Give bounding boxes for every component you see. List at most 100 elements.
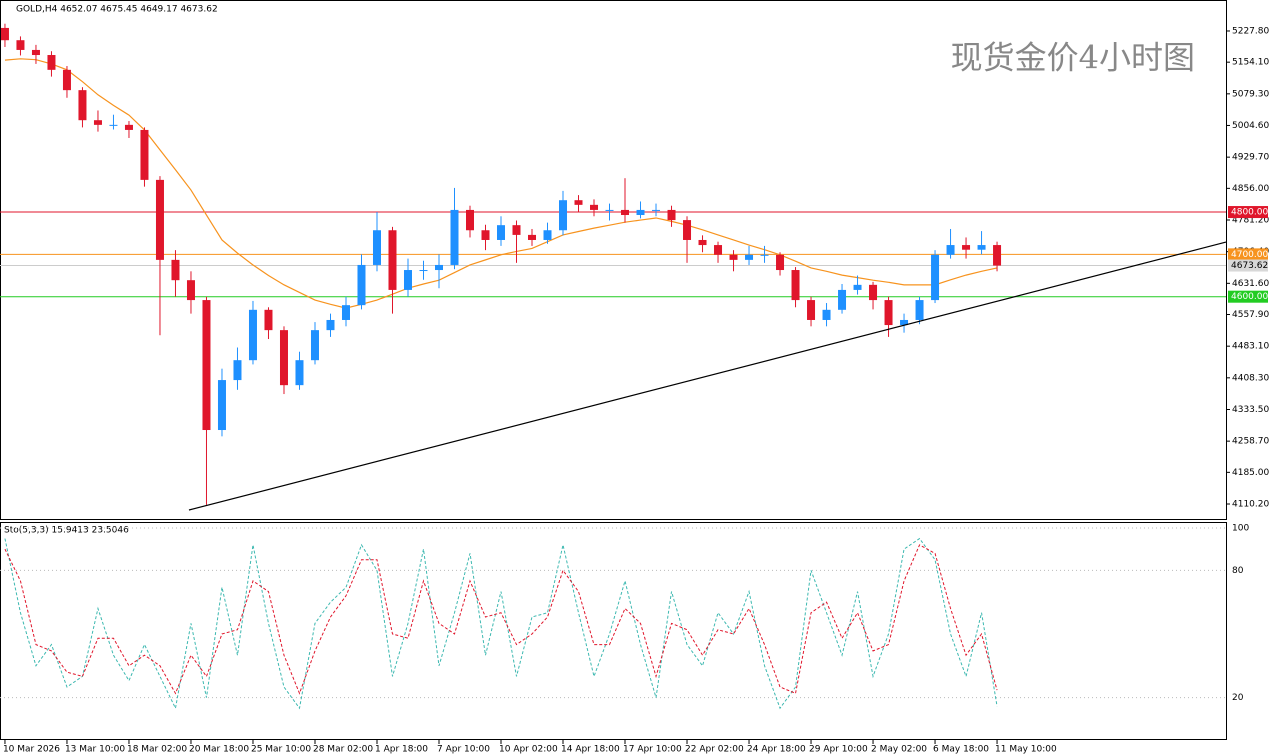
candle-body: [78, 90, 87, 121]
candle-body: [279, 330, 288, 386]
y-tick-label: 4856.00: [1232, 184, 1269, 194]
candle-body: [264, 309, 273, 331]
x-tick-label: 17 Apr 10:00: [623, 745, 682, 755]
candle-body: [884, 300, 893, 326]
y-tick-label: 4483.10: [1232, 342, 1269, 352]
stoch-line: [4, 537, 998, 710]
x-tick-label: 1 Apr 18:00: [375, 745, 428, 755]
y-tick-label: 5004.60: [1232, 121, 1269, 131]
candle-body: [450, 209, 459, 265]
candle-body: [667, 209, 676, 221]
candle-body: [528, 234, 537, 240]
candle-body: [140, 129, 149, 180]
x-tick-label: 24 Apr 18:00: [747, 745, 806, 755]
level-label: 4800.00: [1231, 208, 1268, 218]
candle-body: [869, 284, 878, 301]
price-label-bg: [1228, 259, 1268, 272]
y-tick-label: 5227.80: [1232, 26, 1269, 36]
candle-body: [621, 209, 630, 216]
x-tick-label: 13 Mar 10:00: [65, 745, 125, 755]
y-tick-label: 4781.20: [1232, 216, 1269, 226]
candle-body: [853, 284, 862, 290]
candle-body: [155, 179, 164, 260]
x-tick-label: 6 May 18:00: [933, 745, 989, 755]
candle-body: [93, 120, 102, 125]
candle-body: [574, 200, 583, 205]
y-tick-label: 4333.50: [1232, 405, 1269, 415]
candle-body: [16, 40, 25, 50]
candle-body: [481, 230, 490, 240]
y-tick-label: 4110.20: [1232, 500, 1269, 510]
ma-line: [4, 58, 998, 309]
candle-body: [357, 264, 366, 306]
level-label-bg: [1228, 248, 1268, 261]
x-tick-label: 22 Apr 02:00: [685, 745, 744, 755]
candle-body: [559, 200, 568, 231]
y-tick-label: 4258.70: [1232, 437, 1269, 447]
candle-body: [403, 270, 412, 290]
x-tick-label: 10 Mar 2026: [3, 745, 60, 755]
candle-body: [0, 27, 9, 41]
candle-body: [109, 124, 118, 126]
main-panel: [0, 0, 1227, 520]
candle-body: [590, 204, 599, 210]
candle-body: [652, 209, 661, 211]
candle-body: [698, 239, 707, 246]
x-tick-label: 20 Mar 18:00: [189, 745, 249, 755]
stoch-title: Sto(5,3,3) 15.9413 23.5046: [4, 526, 129, 536]
chart-title: GOLD,H4 4652.07 4675.45 4649.17 4673.62: [16, 5, 218, 15]
candle-body: [977, 245, 986, 250]
candle-body: [946, 245, 955, 255]
x-tick-label: 25 Mar 10:00: [251, 745, 311, 755]
candle-body: [124, 124, 133, 130]
candle-body: [729, 254, 738, 260]
candle-body: [993, 245, 1002, 266]
candle-body: [295, 360, 304, 386]
level-label: 4700.00: [1231, 250, 1268, 260]
candle-body: [434, 264, 443, 271]
candle-body: [683, 220, 692, 240]
candle-body: [714, 245, 723, 255]
trendline: [188, 241, 1227, 511]
candle-body: [248, 309, 257, 361]
candle-body: [745, 254, 754, 260]
y-tick-label: 4631.60: [1232, 279, 1269, 289]
candle-body: [931, 254, 940, 301]
y-tick-label: 100: [1232, 523, 1249, 533]
x-tick-label: 18 Mar 02:00: [127, 745, 187, 755]
candle-body: [791, 270, 800, 301]
candle-body: [636, 209, 645, 216]
candle-body: [310, 330, 319, 361]
candle-body: [915, 300, 924, 320]
candle-body: [497, 225, 506, 240]
candle-body: [372, 230, 381, 265]
level-label-bg: [1228, 290, 1268, 303]
candle-body: [962, 245, 971, 250]
y-tick-label: 4185.00: [1232, 468, 1269, 478]
stoch-panel: [0, 522, 1227, 740]
x-tick-label: 2 May 02:00: [871, 745, 927, 755]
candle-body: [326, 319, 335, 331]
y-tick-label: 4408.30: [1232, 373, 1269, 383]
candle-body: [171, 259, 180, 281]
price-label: 4673.62: [1231, 261, 1268, 271]
watermark: 现货金价4小时图: [951, 39, 1195, 77]
candle-body: [341, 305, 350, 320]
x-tick-label: 28 Mar 02:00: [313, 745, 373, 755]
y-tick-label: 4557.90: [1232, 310, 1269, 320]
candle-body: [419, 270, 428, 272]
candle-body: [605, 209, 614, 211]
y-tick-label: 80: [1232, 566, 1244, 576]
candle-body: [900, 319, 909, 326]
candle-body: [62, 69, 71, 91]
candle-body: [807, 300, 816, 320]
stoch-line: [4, 544, 998, 695]
candle-body: [776, 254, 785, 271]
level-label: 4600.00: [1231, 292, 1268, 302]
candle-body: [822, 309, 831, 320]
level-label-bg: [1228, 206, 1268, 219]
candle-body: [233, 360, 242, 381]
candle-body: [47, 55, 56, 70]
candle-body: [838, 289, 847, 310]
